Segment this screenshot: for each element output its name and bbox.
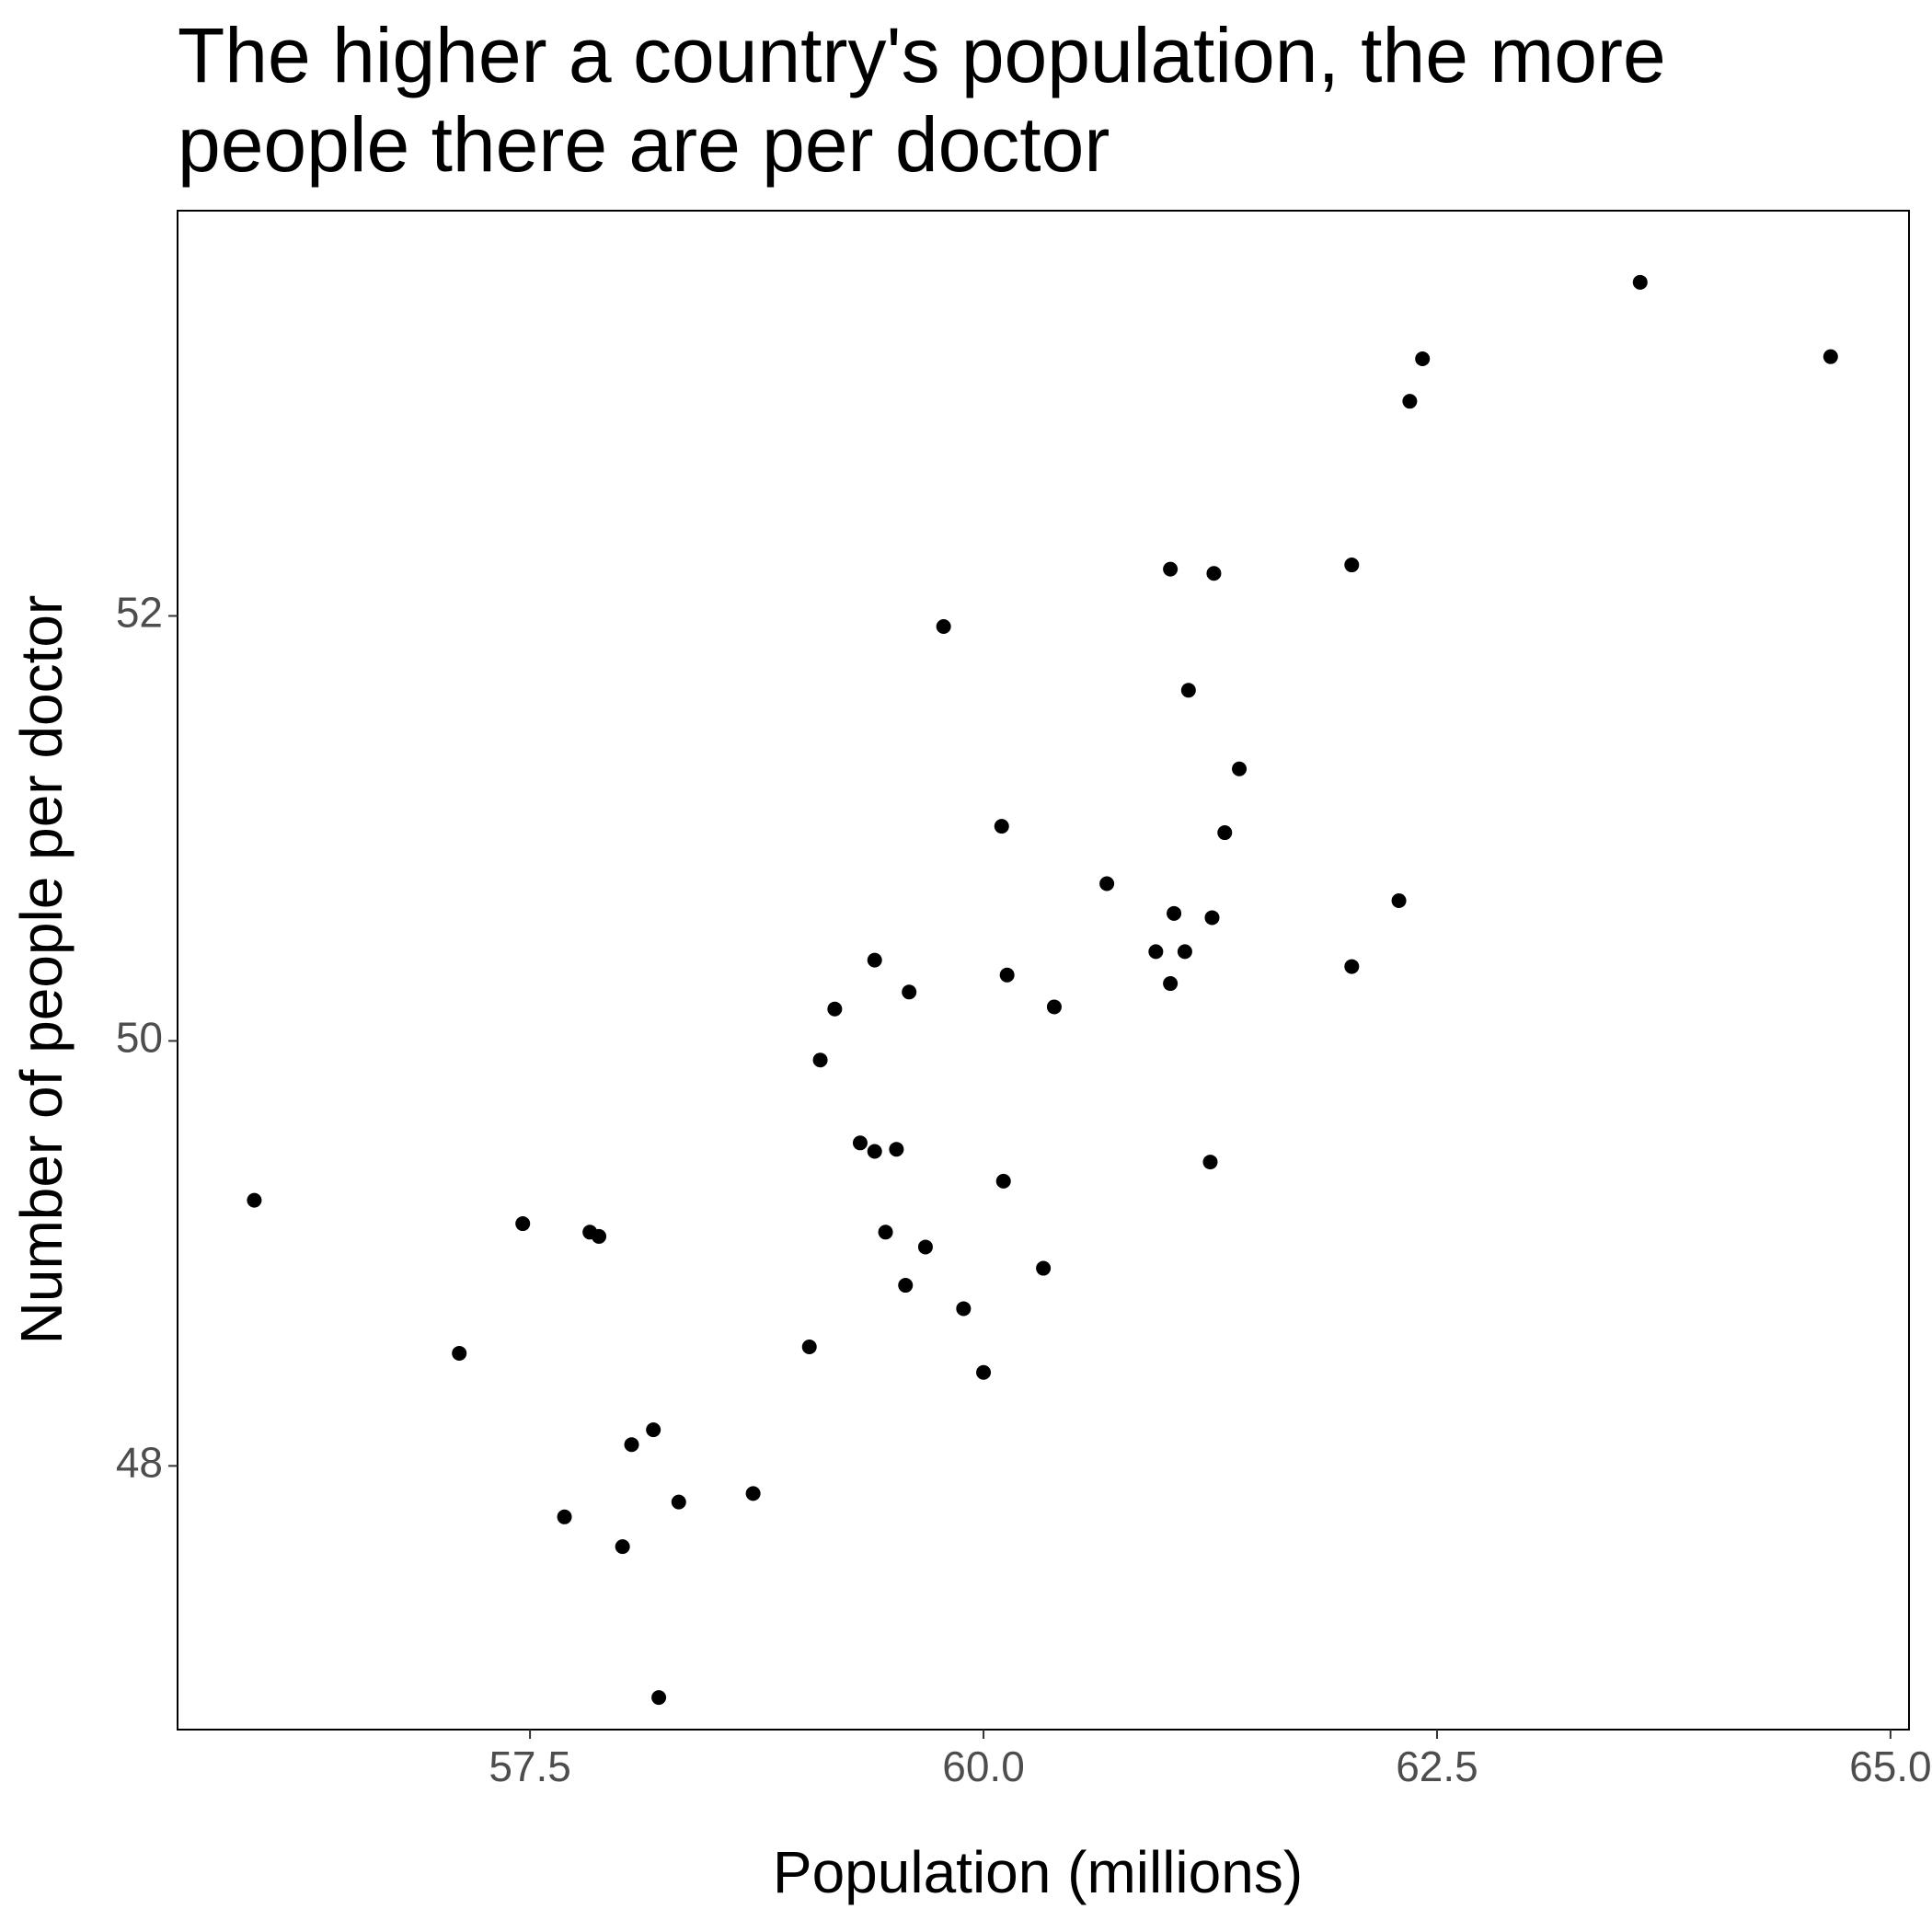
point	[956, 1301, 972, 1317]
point	[936, 619, 951, 635]
x-tick-label: 62.5	[1396, 1742, 1478, 1790]
point	[889, 1142, 904, 1157]
point	[878, 1225, 893, 1240]
point	[1177, 944, 1192, 960]
point	[801, 1340, 817, 1355]
point	[976, 1364, 992, 1380]
x-tick-label: 57.5	[489, 1742, 571, 1790]
point	[615, 1539, 630, 1555]
chart-title: The higher a country's population, the m…	[178, 12, 1666, 188]
point	[1204, 910, 1220, 926]
x-tick-label: 65.0	[1849, 1742, 1932, 1790]
point	[745, 1486, 761, 1501]
plot-panel	[177, 210, 1910, 1731]
point	[1046, 999, 1062, 1015]
point	[247, 1192, 262, 1208]
point	[902, 984, 917, 1000]
point	[1632, 274, 1648, 290]
point	[651, 1690, 667, 1706]
point	[1232, 761, 1248, 776]
point	[671, 1494, 686, 1510]
point	[1391, 892, 1407, 908]
point	[1344, 959, 1360, 974]
point	[1099, 876, 1115, 891]
x-tick-label: 60.0	[942, 1742, 1025, 1790]
point	[867, 1144, 882, 1159]
point	[852, 1135, 868, 1151]
point	[995, 1173, 1011, 1189]
point	[1163, 976, 1179, 992]
point	[1148, 944, 1164, 960]
point	[867, 952, 882, 968]
point	[557, 1509, 572, 1524]
x-axis-title: Population (millions)	[773, 1839, 1303, 1905]
point	[898, 1278, 914, 1294]
point	[1167, 905, 1182, 921]
point	[1163, 561, 1179, 577]
point	[812, 1052, 828, 1068]
point	[1823, 349, 1838, 364]
point	[1036, 1260, 1052, 1276]
point	[1415, 351, 1431, 366]
y-tick-label: 52	[116, 589, 163, 637]
point	[452, 1345, 467, 1361]
point	[1217, 825, 1233, 841]
point	[1202, 1155, 1218, 1170]
point	[646, 1422, 661, 1438]
point	[515, 1216, 531, 1232]
point	[917, 1239, 933, 1255]
point	[994, 819, 1009, 834]
y-axis-title: Number of people per doctor	[8, 595, 75, 1345]
y-tick-label: 48	[116, 1439, 163, 1487]
point	[1180, 683, 1196, 698]
point	[1206, 566, 1222, 581]
point	[999, 967, 1015, 983]
point	[624, 1437, 639, 1453]
point	[1402, 394, 1418, 409]
y-tick-label: 50	[116, 1014, 163, 1062]
point	[1344, 558, 1360, 573]
point	[592, 1228, 607, 1244]
point	[827, 1001, 843, 1017]
